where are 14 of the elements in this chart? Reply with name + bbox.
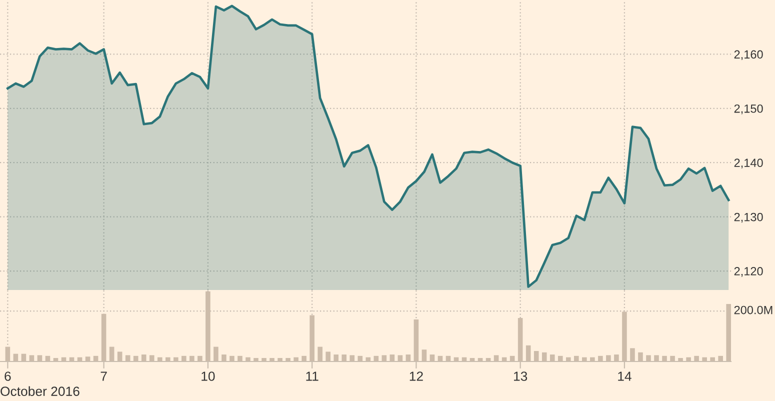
y-tick-label: 2,120 <box>734 267 763 277</box>
x-tick-label: 13 <box>514 372 528 381</box>
x-tick-label: 11 <box>306 372 318 381</box>
x-tick-label: 12 <box>410 372 423 381</box>
x-tick-label: 14 <box>618 372 632 381</box>
y-tick-label: 2,160 <box>734 50 763 60</box>
y-tick-label: 2,130 <box>734 212 763 223</box>
ref-line-label: 200.0M <box>734 306 772 314</box>
x-axis-title: October 2016 <box>0 386 80 396</box>
x-tick-label: 10 <box>202 372 215 381</box>
y-tick-label: 2,150 <box>734 104 763 114</box>
x-tick-label: 6 <box>4 372 11 381</box>
x-tick-label: 7 <box>100 372 107 381</box>
y-tick-label: 2,140 <box>734 158 763 168</box>
